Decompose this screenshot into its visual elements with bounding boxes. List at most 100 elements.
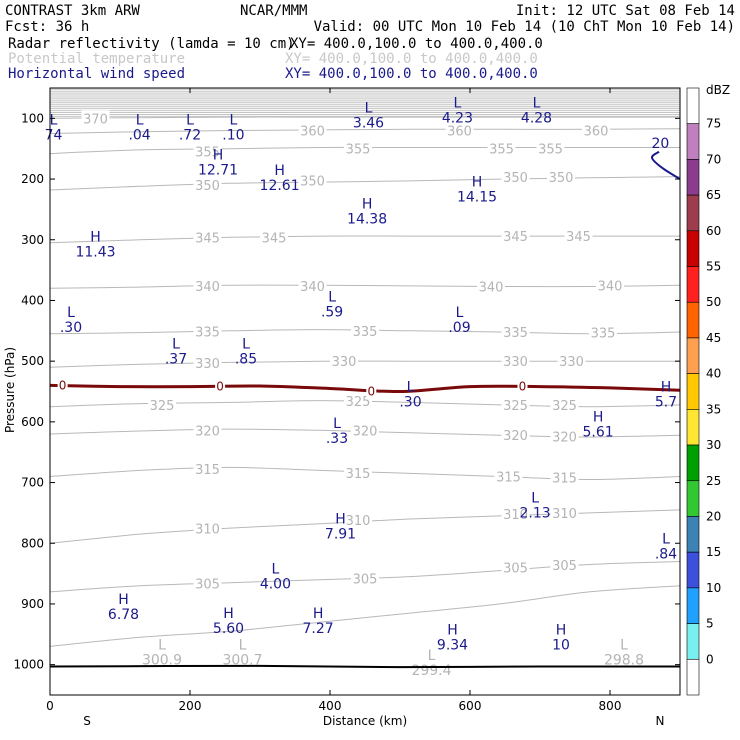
theta-extremum-value: 300.7 [222, 653, 262, 669]
wind-maximum: H11.43 [75, 230, 115, 261]
theta-label: 315 [552, 472, 577, 487]
theta-label-bg [193, 575, 222, 592]
extremum-letter: H [274, 163, 285, 179]
field-xy-theta: XY= 400.0,100.0 to 400.0,400.0 [285, 51, 538, 67]
colorbar-swatch [686, 301, 700, 339]
theta-label-bg [550, 469, 579, 486]
extremum-value: 14.38 [347, 211, 387, 227]
zero-line-label: 0 [59, 378, 67, 392]
theta-label-bg [501, 324, 530, 340]
wind-minimum: L3.46 [353, 100, 384, 131]
theta-label: 340 [300, 280, 325, 295]
extremum-value: 5.60 [213, 621, 244, 637]
theta-label: 310 [346, 514, 371, 529]
wind-speed-contour: 20 [651, 136, 681, 180]
zero-line-label-bg [57, 379, 68, 392]
extremum-letter: L [242, 337, 250, 353]
extremum-value: .72 [179, 128, 201, 144]
extremum-value: 14.15 [457, 189, 497, 205]
wind-maximum: H7.91 [325, 511, 356, 542]
extremum-value: 10 [552, 637, 570, 653]
theta-extremum-letter: L [620, 638, 628, 654]
theta-isotherm [49, 128, 681, 134]
wind-minimum: L.72 [179, 113, 201, 144]
wind-maximum: H5.7 [655, 380, 677, 411]
theta-label-bg [487, 140, 516, 157]
theta-label: 340 [598, 279, 623, 294]
theta-label: 370 [83, 112, 108, 127]
extremum-value: 4.23 [442, 111, 473, 127]
colorbar-swatch [686, 444, 700, 482]
wind-minimum: L4.00 [260, 562, 291, 593]
theta-isotherm [49, 284, 681, 289]
y-tick-label: 200 [21, 172, 44, 186]
theta-label-bg [550, 504, 579, 521]
theta-label: 350 [300, 174, 325, 189]
wind-maximum: H6.78 [108, 592, 139, 623]
extremum-letter: L [271, 562, 279, 578]
colorbar-level: 40 [706, 367, 721, 381]
wind-maximum: H9.34 [437, 622, 468, 653]
extremum-letter: L [333, 416, 341, 432]
theta-label-bg [550, 557, 579, 574]
colorbar-level: 0 [706, 652, 714, 666]
extremum-letter: H [118, 592, 129, 608]
theta-label-bg [501, 559, 530, 576]
extremum-value: 5.7 [655, 395, 677, 411]
wind-minimum: L.04 [128, 113, 150, 144]
y-tick-label: 900 [21, 597, 44, 611]
colorbar-level: 60 [706, 224, 721, 238]
extremum-value: 11.43 [75, 245, 115, 261]
colorbar-swatch [686, 373, 700, 410]
valid-time: Valid: 00 UTC Mon 10 Feb 14 (10 ChT Mon … [314, 19, 735, 35]
extremum-value: 12.61 [260, 178, 300, 194]
colorbar-level: 70 [706, 152, 721, 166]
theta-label: 305 [503, 562, 528, 577]
extremum-letter: H [661, 380, 672, 396]
y-axis-label: Pressure (hPa) [3, 347, 17, 433]
theta-label: 330 [559, 355, 584, 370]
theta-label-bg [550, 396, 579, 413]
theta-label-bg [494, 468, 523, 485]
theta-label-bg [351, 570, 379, 587]
wind-contour-line [651, 150, 681, 180]
theta-label: 345 [262, 231, 287, 246]
colorbar-swatch [686, 337, 700, 374]
theta-label: 355 [489, 143, 514, 158]
theta-label: 335 [591, 327, 616, 342]
y-tick-label: 100 [21, 111, 44, 125]
theta-label: 335 [195, 325, 220, 340]
theta-label-bg [81, 110, 110, 127]
theta-labels: 370 360 360 360 355 355 355 355 350 350 350 350 345 3… [81, 110, 624, 592]
theta-label: 355 [538, 143, 563, 158]
extremum-value: 9.34 [437, 637, 468, 653]
wind-minimum: L2.13 [520, 491, 551, 522]
theta-label: 350 [503, 171, 528, 186]
extremum-value: .04 [128, 128, 150, 144]
extremum-value: .10 [222, 128, 244, 144]
theta-label: 355 [195, 146, 220, 161]
theta-label-bg [298, 277, 327, 294]
theta-label-bg [193, 461, 222, 478]
wind-minimum: L.09 [448, 305, 470, 336]
colorbar-unit: dBZ [706, 83, 730, 97]
theta-label: 345 [503, 230, 528, 245]
y-tick-label: 1000 [13, 658, 44, 672]
extremum-letter: H [223, 606, 234, 622]
theta-label-bg [445, 122, 474, 139]
colorbar-swatch [686, 87, 700, 125]
theta-label-bg [501, 169, 530, 186]
wind-minimum: L.30 [399, 380, 421, 411]
theta-label: 325 [150, 399, 175, 414]
wind-maximum: H5.61 [583, 409, 614, 440]
extremum-letter: H [362, 196, 373, 212]
extremum-letter: L [136, 113, 144, 129]
field-name-reflectivity: Radar reflectivity (lamda = 10 cm) [8, 36, 295, 52]
theta-label-bg [351, 322, 379, 339]
extremum-letter: H [335, 511, 346, 527]
theta-label: 325 [552, 399, 577, 414]
field-xy-wind: XY= 400.0,100.0 to 400.0,400.0 [285, 66, 538, 82]
theta-label: 355 [346, 143, 371, 158]
extremum-letter: L [456, 305, 464, 321]
